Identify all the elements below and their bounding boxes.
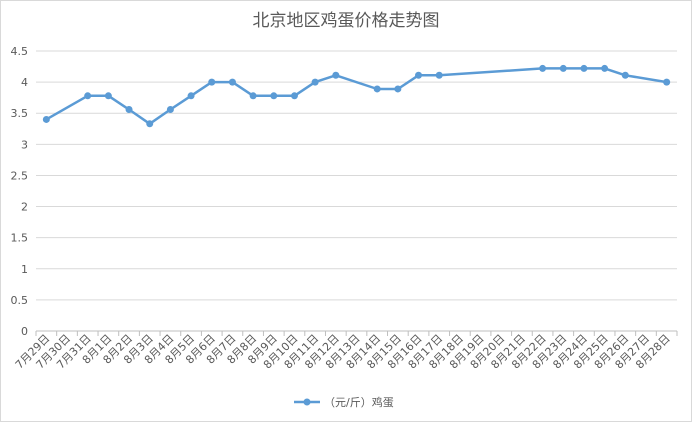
y-tick-label: 2 [21,201,28,214]
data-point [187,92,195,100]
y-tick-label: 4 [21,76,28,89]
data-point [621,71,629,79]
legend-marker [303,398,311,406]
data-point [601,64,609,72]
data-point [663,78,671,86]
chart-title: 北京地区鸡蛋价格走势图 [253,11,440,31]
data-point [249,92,257,100]
y-axis-ticks: 0 0.5 1 1.5 2 2.5 3 3.5 4 4.5 [11,45,29,338]
series-layer [42,64,671,128]
data-point [373,85,381,93]
data-point [559,64,567,72]
x-axis: 7月29日7月30日7月31日8月1日8月2日8月3日8月4日8月5日8月6日8… [13,330,678,372]
data-point [332,71,340,79]
data-point [270,92,278,100]
data-point [146,120,154,128]
y-tick-label: 3 [21,138,28,151]
data-point [290,92,298,100]
data-point [435,71,443,79]
y-tick-label: 1 [21,263,28,276]
y-tick-label: 3.5 [11,107,29,120]
data-point [228,78,236,86]
legend[interactable]: （元/斤）鸡蛋 [294,395,394,409]
data-point [580,64,588,72]
data-point [311,78,319,86]
data-point [104,92,112,100]
series-line [45,67,667,126]
data-point [125,105,133,113]
y-tick-label: 0 [21,325,28,338]
data-point [166,105,174,113]
y-tick-label: 2.5 [11,169,29,182]
data-point [84,92,92,100]
y-tick-label: 1.5 [11,232,29,245]
data-point [208,78,216,86]
legend-label: （元/斤）鸡蛋 [324,395,394,409]
data-point [394,85,402,93]
data-point [415,71,423,79]
y-tick-label: 0.5 [11,294,29,307]
data-point [42,115,50,123]
gridlines [36,50,677,301]
y-tick-label: 4.5 [11,45,29,58]
data-point [539,64,547,72]
